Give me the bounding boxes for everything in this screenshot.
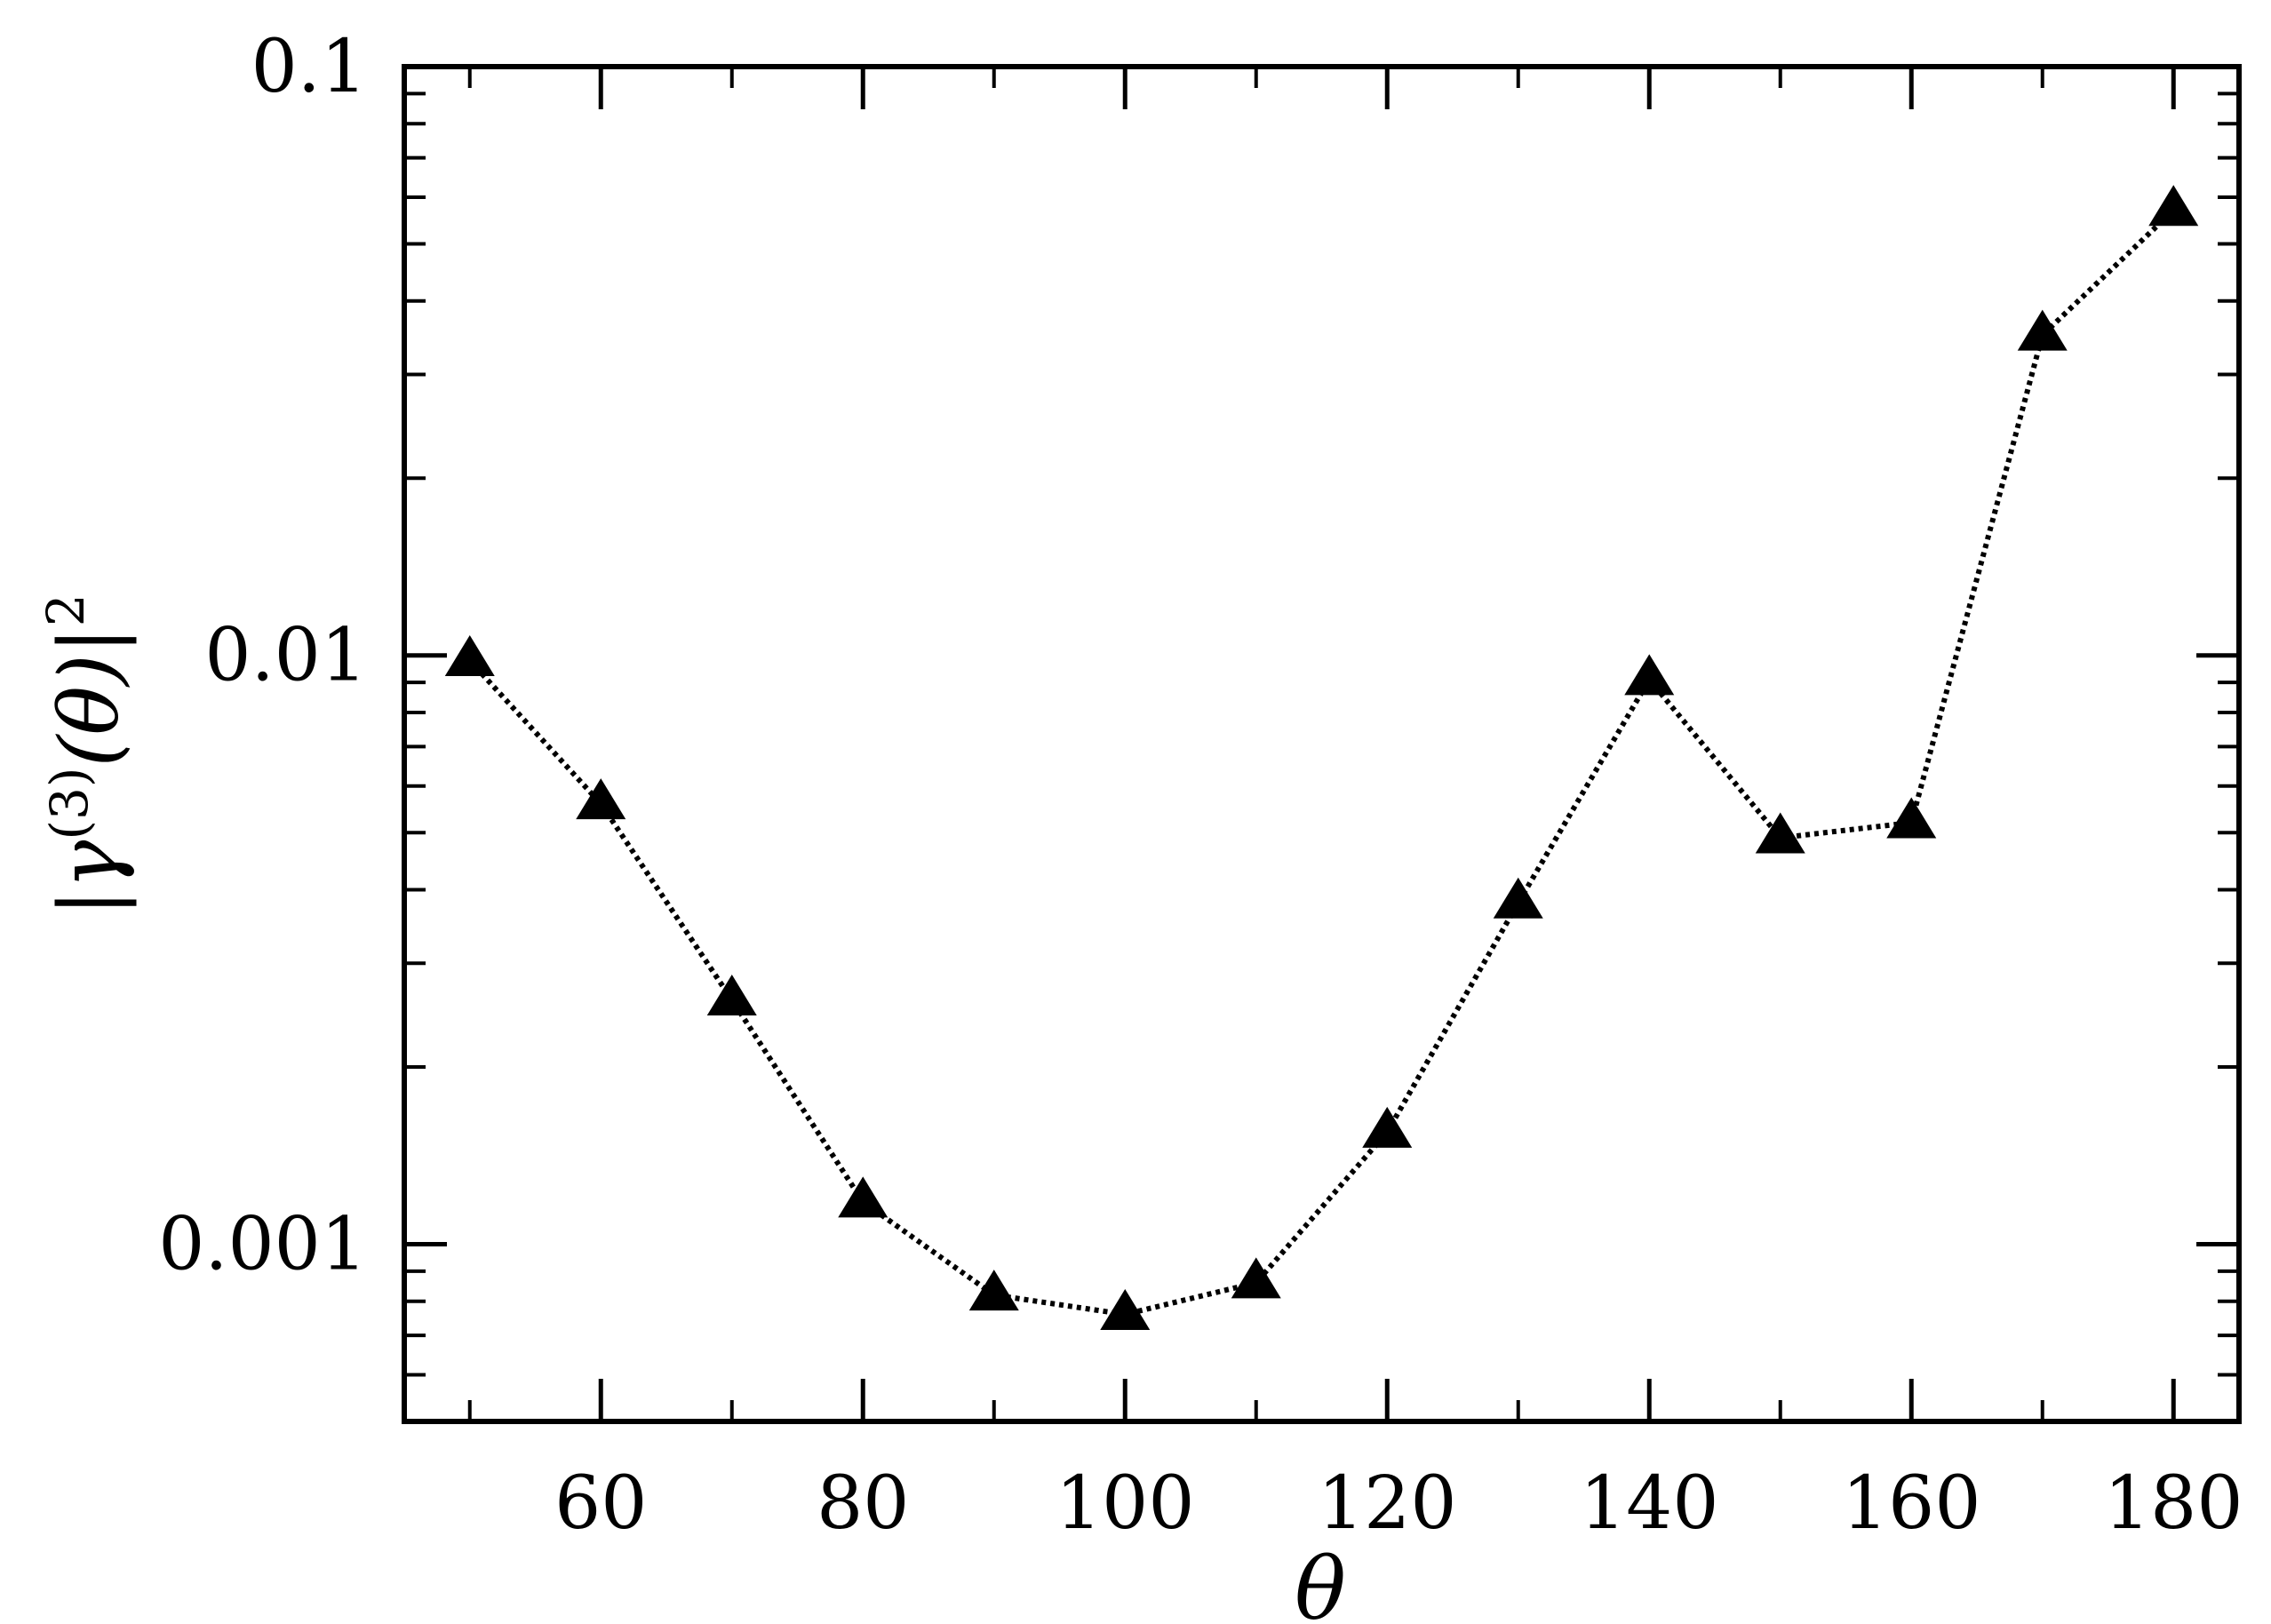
data-point-triangle: [1231, 1257, 1281, 1299]
data-point-triangle: [444, 635, 495, 677]
x-axis-label: θ: [1295, 1540, 1346, 1624]
data-point-triangle: [706, 974, 757, 1015]
data-point-triangle: [576, 778, 626, 820]
y-tick-label: 0.1: [251, 25, 367, 109]
y-axis-label-middle: (θ)|: [42, 626, 137, 767]
series-layer: [444, 185, 2199, 1330]
x-tick-label: 80: [817, 1461, 909, 1546]
x-tick-label: 120: [1318, 1461, 1457, 1546]
plot-frame: [402, 64, 2242, 1424]
axis-ticks: [404, 64, 2239, 1421]
data-point-triangle: [1755, 812, 1805, 854]
data-point-triangle: [2017, 309, 2068, 351]
x-tick-label: 140: [1580, 1461, 1719, 1546]
x-tick-label: 100: [1056, 1461, 1195, 1546]
data-point-triangle: [1493, 877, 1543, 919]
data-point-triangle: [968, 1270, 1019, 1311]
y-tick-label: 0.001: [158, 1202, 367, 1286]
tick-labels: 60 80 100 120 140 160 180 0.001 0.01 0.1: [158, 25, 2243, 1546]
data-point-triangle: [1624, 654, 1675, 696]
data-point-triangle: [1886, 797, 1937, 839]
data-point-triangle: [838, 1176, 888, 1218]
data-point-triangle: [1100, 1288, 1151, 1330]
y-tick-label: 0.01: [204, 614, 367, 698]
data-point-triangle: [1362, 1106, 1413, 1148]
y-axis-label-superscript: (3): [39, 767, 100, 840]
x-tick-label: 160: [1842, 1461, 1981, 1546]
x-tick-label: 180: [2104, 1461, 2243, 1546]
y-axis-label-prefix: |γ: [42, 840, 137, 917]
series-line: [467, 208, 2176, 1318]
x-tick-label: 60: [554, 1461, 647, 1546]
data-point-triangle: [2148, 185, 2199, 227]
plot-area: [402, 64, 2242, 1424]
y-axis-label: |γ(3)(θ)|2: [36, 593, 137, 916]
y-axis-label-power: 2: [36, 593, 96, 626]
